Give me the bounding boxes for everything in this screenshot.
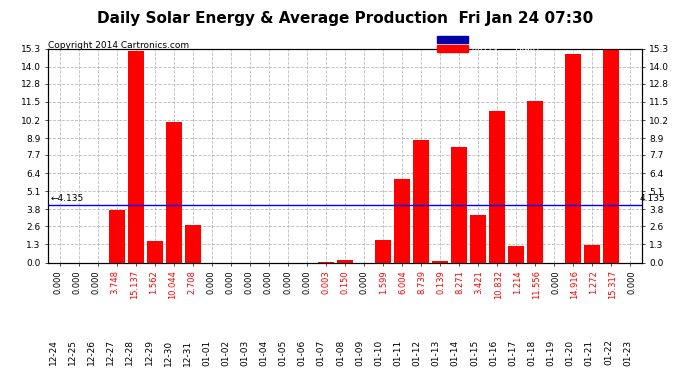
Bar (147, 241, 163, 262)
Text: 12-24: 12-24 (49, 339, 58, 365)
Text: 3.748: 3.748 (111, 270, 120, 294)
Bar (128, 51, 144, 262)
Text: 0.150: 0.150 (340, 270, 350, 294)
Text: 0.000: 0.000 (302, 270, 311, 294)
Text: Daily   (kWh): Daily (kWh) (472, 44, 540, 53)
Text: 0.000: 0.000 (226, 270, 235, 294)
Text: 0.000: 0.000 (551, 270, 560, 294)
Text: 01-17: 01-17 (509, 339, 518, 366)
Bar (432, 261, 448, 262)
Text: 12-26: 12-26 (87, 339, 96, 365)
Text: 01-22: 01-22 (604, 339, 613, 365)
Text: 01-20: 01-20 (566, 339, 575, 366)
Bar (489, 111, 505, 262)
Bar (527, 101, 543, 262)
Text: 01-05: 01-05 (279, 339, 288, 366)
Text: 4.135: 4.135 (640, 194, 666, 202)
Text: 12-25: 12-25 (68, 339, 77, 365)
Text: 01-09: 01-09 (355, 339, 364, 366)
Bar (185, 225, 201, 262)
Text: 01-08: 01-08 (336, 339, 345, 366)
Text: 15.137: 15.137 (130, 270, 139, 299)
Text: 01-14: 01-14 (451, 339, 460, 366)
Text: 0.000: 0.000 (245, 270, 254, 294)
Text: 11.556: 11.556 (532, 270, 541, 299)
Text: 01-23: 01-23 (623, 339, 632, 366)
Text: 12-31: 12-31 (183, 339, 192, 366)
Text: 0.000: 0.000 (264, 270, 273, 294)
Text: 8.271: 8.271 (455, 270, 464, 294)
Text: 6.004: 6.004 (398, 270, 407, 294)
Bar (413, 140, 429, 262)
Text: 0.000: 0.000 (53, 270, 62, 294)
Text: 01-07: 01-07 (317, 339, 326, 366)
Text: 01-01: 01-01 (202, 339, 211, 366)
Text: 01-16: 01-16 (489, 339, 498, 366)
Text: 01-21: 01-21 (585, 339, 594, 366)
Text: 1.599: 1.599 (379, 270, 388, 294)
Text: 15.317: 15.317 (609, 270, 618, 299)
FancyBboxPatch shape (437, 45, 468, 53)
Bar (565, 54, 581, 262)
FancyBboxPatch shape (437, 36, 468, 43)
Text: 14.916: 14.916 (570, 270, 579, 299)
Text: 10.832: 10.832 (493, 270, 502, 299)
Bar (375, 240, 391, 262)
Bar (451, 147, 467, 262)
Text: Copyright 2014 Cartronics.com: Copyright 2014 Cartronics.com (48, 41, 190, 50)
Text: Daily Solar Energy & Average Production  Fri Jan 24 07:30: Daily Solar Energy & Average Production … (97, 11, 593, 26)
Text: 0.000: 0.000 (283, 270, 292, 294)
Text: 0.000: 0.000 (92, 270, 101, 294)
Text: 2.708: 2.708 (188, 270, 197, 294)
Bar (603, 48, 620, 262)
Text: 3.421: 3.421 (475, 270, 484, 294)
Text: 1.272: 1.272 (589, 270, 598, 294)
Text: 12-28: 12-28 (126, 339, 135, 365)
Bar (508, 246, 524, 262)
Text: 01-02: 01-02 (221, 339, 230, 366)
Text: 0.000: 0.000 (72, 270, 81, 294)
Text: 01-10: 01-10 (374, 339, 383, 366)
Text: 01-15: 01-15 (470, 339, 479, 366)
Text: 01-03: 01-03 (240, 339, 249, 366)
Text: ←4.135: ←4.135 (50, 194, 83, 202)
Text: 01-11: 01-11 (393, 339, 402, 366)
Text: 01-12: 01-12 (413, 339, 422, 366)
Bar (166, 122, 182, 262)
Text: 0.000: 0.000 (628, 270, 637, 294)
Text: 01-04: 01-04 (259, 339, 268, 366)
Bar (470, 215, 486, 262)
Text: 0.000: 0.000 (359, 270, 368, 294)
Text: 1.562: 1.562 (149, 270, 158, 294)
Text: Average  (kWh): Average (kWh) (472, 35, 546, 44)
Text: 0.139: 0.139 (436, 270, 445, 294)
Bar (109, 210, 125, 262)
Text: 12-27: 12-27 (106, 339, 115, 365)
Bar (337, 260, 353, 262)
Text: 12-29: 12-29 (145, 339, 154, 365)
Bar (394, 178, 410, 262)
Text: 12-30: 12-30 (164, 339, 172, 366)
Text: 0.003: 0.003 (322, 270, 331, 294)
Text: 01-18: 01-18 (527, 339, 536, 366)
Text: 01-13: 01-13 (432, 339, 441, 366)
Text: 0.000: 0.000 (206, 270, 215, 294)
Text: 01-06: 01-06 (297, 339, 307, 366)
Bar (584, 245, 600, 262)
Text: 8.739: 8.739 (417, 270, 426, 294)
Text: 10.044: 10.044 (168, 270, 177, 299)
Text: 1.214: 1.214 (513, 270, 522, 294)
Text: 01-19: 01-19 (546, 339, 555, 366)
